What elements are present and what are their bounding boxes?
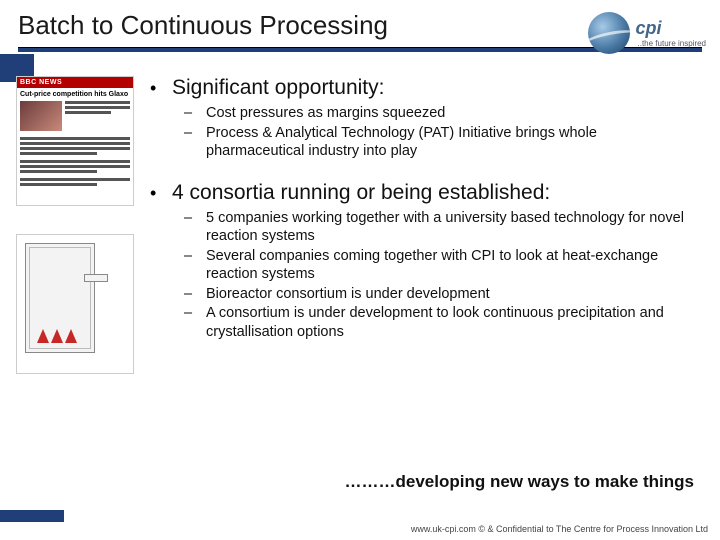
sub-bullet-list: – 5 companies working together with a un… — [150, 209, 694, 342]
thumbnail-column: BBC NEWS Cut-price competition hits Glax… — [16, 76, 134, 540]
logo-text: cpi — [636, 18, 706, 39]
bullet-group: • Significant opportunity: – Cost pressu… — [150, 76, 694, 161]
dash-icon: – — [184, 209, 196, 246]
bullet-level-2: – 5 companies working together with a un… — [184, 209, 694, 246]
dash-icon: – — [184, 285, 196, 304]
slide: Batch to Continuous Processing cpi ..the… — [0, 0, 720, 540]
sub-bullet-text: Several companies coming together with C… — [206, 247, 694, 284]
flow-arrow-icon — [51, 329, 63, 343]
flow-arrow-icon — [37, 329, 49, 343]
dash-icon: – — [184, 124, 196, 161]
bullet-level-2: – Bioreactor consortium is under develop… — [184, 285, 694, 304]
sub-bullet-text: 5 companies working together with a univ… — [206, 209, 694, 246]
diagram-thumbnail — [16, 234, 134, 374]
bullet-dot-icon: • — [150, 78, 162, 99]
sub-bullet-text: A consortium is under development to loo… — [206, 304, 694, 341]
news-image-placeholder — [20, 101, 62, 131]
bullet-level-2: – Cost pressures as margins squeezed — [184, 104, 694, 123]
bbc-brand-text: BBC NEWS — [20, 79, 62, 86]
sub-bullet-text: Bioreactor consortium is under developme… — [206, 285, 694, 304]
bullet-text: 4 consortia running or being established… — [172, 181, 550, 205]
sub-bullet-text: Cost pressures as margins squeezed — [206, 104, 694, 123]
logo-tagline: ..the future inspired — [638, 39, 706, 48]
footer-accent — [0, 510, 64, 522]
dash-icon: – — [184, 104, 196, 123]
bbc-brand-bar: BBC NEWS — [17, 77, 133, 88]
news-headline: Cut-price competition hits Glaxo — [20, 91, 130, 99]
footer-text: www.uk-cpi.com © & Confidential to The C… — [411, 524, 708, 534]
bullet-text: Significant opportunity: — [172, 76, 384, 100]
dash-icon: – — [184, 247, 196, 284]
dash-icon: – — [184, 304, 196, 341]
flow-arrow-icon — [65, 329, 77, 343]
bullet-level-1: • Significant opportunity: — [150, 76, 694, 100]
bullet-level-2: – A consortium is under development to l… — [184, 304, 694, 341]
content-column: • Significant opportunity: – Cost pressu… — [150, 76, 704, 540]
logo: cpi ..the future inspired — [588, 12, 706, 54]
closing-line: ………developing new ways to make things — [344, 472, 694, 492]
sub-bullet-list: – Cost pressures as margins squeezed – P… — [150, 104, 694, 161]
globe-icon — [588, 12, 630, 54]
bullet-level-2: – Process & Analytical Technology (PAT) … — [184, 124, 694, 161]
bullet-group: • 4 consortia running or being establish… — [150, 181, 694, 342]
bullet-level-1: • 4 consortia running or being establish… — [150, 181, 694, 205]
bullet-level-2: – Several companies coming together with… — [184, 247, 694, 284]
sub-bullet-text: Process & Analytical Technology (PAT) In… — [206, 124, 694, 161]
slide-body: BBC NEWS Cut-price competition hits Glax… — [0, 52, 720, 540]
news-thumbnail: BBC NEWS Cut-price competition hits Glax… — [16, 76, 134, 206]
bullet-dot-icon: • — [150, 183, 162, 204]
